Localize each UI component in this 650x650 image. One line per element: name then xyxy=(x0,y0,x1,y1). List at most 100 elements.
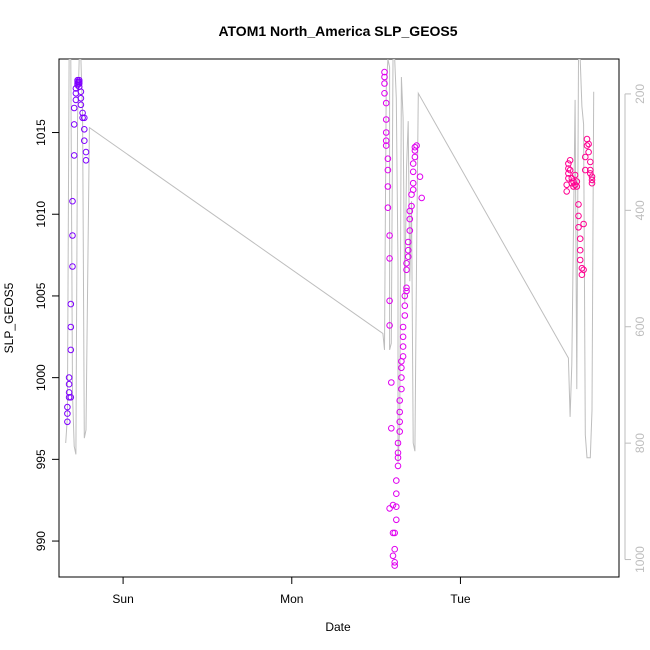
data-point xyxy=(587,170,594,177)
data-point xyxy=(578,264,586,272)
plot-frame xyxy=(58,58,620,578)
y-tick-label: 1005 xyxy=(34,282,48,309)
data-point xyxy=(67,346,75,354)
data-point xyxy=(571,181,579,189)
data-point xyxy=(566,166,574,174)
data-point xyxy=(408,202,415,210)
data-point xyxy=(409,168,417,176)
data-point xyxy=(391,545,399,553)
data-point xyxy=(389,501,397,509)
data-point xyxy=(75,80,83,87)
y-axis-right: 200 400 600 800 1000 xyxy=(624,84,647,573)
data-point xyxy=(411,143,419,151)
data-point xyxy=(403,266,410,274)
data-point xyxy=(394,449,402,457)
data-point xyxy=(82,148,90,156)
data-point xyxy=(388,379,395,386)
data-point xyxy=(382,142,390,149)
data-point xyxy=(69,263,76,270)
data-point xyxy=(565,165,572,172)
data-point xyxy=(70,104,78,112)
data-point xyxy=(588,176,596,184)
data-point xyxy=(393,516,400,524)
data-point xyxy=(382,137,390,144)
data-point xyxy=(570,183,577,190)
data-point xyxy=(565,175,572,182)
data-point xyxy=(588,173,596,180)
data-point xyxy=(416,173,424,180)
data-point xyxy=(396,418,404,426)
data-point xyxy=(582,166,589,174)
data-point xyxy=(568,175,576,182)
data-point xyxy=(576,246,584,254)
data-point xyxy=(394,462,402,470)
y-tick-label: 1010 xyxy=(34,201,48,228)
data-point xyxy=(77,101,85,109)
data-point xyxy=(576,256,584,264)
data-point xyxy=(406,227,414,234)
data-point xyxy=(406,215,414,223)
pressure-line xyxy=(65,59,595,463)
data-point xyxy=(69,197,76,205)
data-point xyxy=(573,178,581,185)
y2-tick-label: 1000 xyxy=(633,546,647,573)
data-point xyxy=(81,126,88,133)
data-point xyxy=(64,403,71,411)
data-point xyxy=(398,385,405,393)
data-point xyxy=(399,343,407,350)
data-point xyxy=(388,425,395,432)
data-point xyxy=(398,374,405,381)
data-point xyxy=(575,201,582,208)
y-axis-label: SLP_GEOS5 xyxy=(2,282,16,353)
x-tick-label: Sun xyxy=(112,592,133,606)
data-point xyxy=(396,428,404,435)
data-point xyxy=(401,312,409,319)
data-point xyxy=(403,287,410,295)
data-point xyxy=(565,170,572,177)
data-point xyxy=(588,179,596,187)
y2-tick-label: 400 xyxy=(633,200,647,220)
data-point xyxy=(384,166,392,174)
data-point xyxy=(82,157,90,164)
data-point xyxy=(585,148,592,156)
data-point xyxy=(587,166,594,174)
data-point xyxy=(64,418,71,426)
data-point xyxy=(391,562,399,569)
data-point xyxy=(386,255,393,262)
data-point xyxy=(418,194,426,202)
data-point xyxy=(393,490,400,498)
data-point xyxy=(67,394,75,401)
x-axis-label: Date xyxy=(325,620,351,634)
data-point xyxy=(386,297,393,305)
data-point xyxy=(394,439,402,447)
data-point xyxy=(393,477,400,484)
data-point xyxy=(398,358,405,365)
data-point xyxy=(585,140,592,148)
data-point xyxy=(565,160,572,167)
y2-tick-label: 600 xyxy=(633,316,647,336)
data-point xyxy=(575,212,582,220)
data-point xyxy=(575,224,582,231)
data-point xyxy=(381,73,388,81)
data-point xyxy=(65,380,73,388)
x-tick-label: Mon xyxy=(280,592,303,606)
data-point xyxy=(576,235,584,242)
data-points-layer xyxy=(64,68,596,569)
pressure-line-layer xyxy=(65,59,595,463)
data-point xyxy=(384,183,392,190)
y-tick-label: 990 xyxy=(34,531,48,551)
data-point xyxy=(398,364,405,372)
data-point xyxy=(399,333,407,341)
data-point xyxy=(70,152,78,159)
data-point xyxy=(384,155,392,162)
data-point xyxy=(381,68,388,76)
data-point xyxy=(384,204,392,211)
data-point xyxy=(67,300,75,308)
data-point xyxy=(413,142,420,149)
data-point xyxy=(394,454,402,462)
data-point xyxy=(64,410,71,417)
y2-tick-label: 200 xyxy=(633,84,647,104)
y-tick-label: 995 xyxy=(34,449,48,469)
data-point xyxy=(391,559,399,566)
